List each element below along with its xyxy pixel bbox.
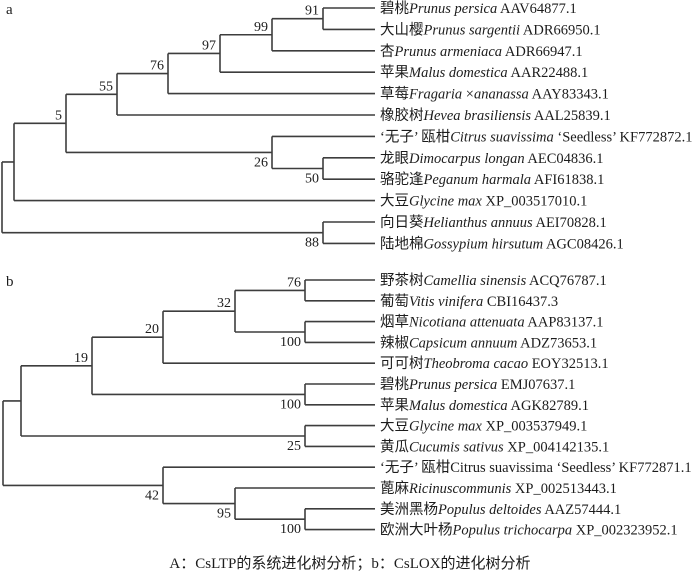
taxon-label: 葡萄Vitis vinifera CBI16437.3 [380, 293, 558, 310]
taxon-label: ‘无子’ 瓯柑Citrus suavissima ‘Seedless’ KF77… [380, 459, 692, 476]
bootstrap-value: 32 [217, 296, 231, 311]
taxon-label: 大豆Glycine max XP_003537949.1 [380, 418, 587, 435]
taxon-label: 苹果Malus domestica AAR22488.1 [380, 64, 588, 81]
taxon-label: 龙眼Dimocarpus longan AEC04836.1 [380, 150, 604, 167]
tree-canvas: 91 99 97 76 55 50 26 5 88 碧桃Prunus persica AAV648… [1, 0, 692, 539]
taxon-label: 欧洲大叶杨Populus trichocarpa XP_002323952.1 [380, 522, 678, 539]
taxon-label: 美洲黑杨Populus deltoides AAZ57444.1 [380, 501, 621, 518]
bootstrap-value: 100 [280, 522, 301, 537]
taxon-label: 碧桃Prunus persica EMJ07637.1 [380, 376, 575, 393]
bootstrap-value: 19 [74, 351, 88, 366]
bootstrap-value: 99 [254, 20, 268, 35]
bootstrap-value: 95 [217, 507, 231, 522]
taxon-label: 苹果Malus domestica AGK82789.1 [380, 397, 589, 414]
bootstrap-value: 76 [287, 275, 301, 290]
taxon-label: 骆驼逢Peganum harmala AFI61838.1 [380, 171, 604, 188]
bootstrap-value: 76 [150, 59, 164, 74]
bootstrap-value: 5 [55, 108, 62, 123]
taxon-label: 草莓Fragaria ×ananassa AAY83343.1 [380, 86, 609, 103]
taxon-label: 辣椒Capsicum annuum ADZ73653.1 [380, 334, 597, 351]
panel-label-b: b [6, 274, 14, 290]
bootstrap-value: 55 [99, 79, 113, 94]
bootstrap-value: 42 [145, 488, 159, 503]
taxon-label: 可可树Theobroma cacao EOY32513.1 [380, 355, 609, 372]
taxon-label: 黄瓜Cucumis sativus XP_004142135.1 [380, 438, 609, 455]
bootstrap-value: 88 [305, 236, 319, 251]
taxon-label: 烟草Nicotiana attenuata AAP83137.1 [380, 314, 604, 331]
bootstrap-value: 26 [254, 155, 268, 170]
taxon-label: 大山樱Prunus sargentii ADR66950.1 [380, 21, 601, 38]
taxon-label: 蓖麻Ricinuscommunis XP_002513443.1 [380, 480, 617, 497]
bootstrap-value: 20 [145, 322, 159, 337]
taxon-label: 陆地棉Gossypium hirsutum AGC08426.1 [380, 235, 624, 252]
bootstrap-value: 100 [280, 335, 301, 350]
taxon-label: 野茶树Camellia sinensis ACQ76787.1 [380, 272, 607, 289]
bootstrap-value: 91 [305, 4, 319, 19]
figure-caption: A：CsLTP的系统进化树分析；b：CsLOX的进化树分析 [169, 556, 531, 572]
taxon-label: 橡胶树Hevea brasiliensis AAL25839.1 [380, 107, 611, 124]
bootstrap-value: 50 [305, 172, 319, 187]
taxon-label: 大豆Glycine max XP_003517010.1 [380, 193, 587, 210]
bootstrap-value: 100 [280, 397, 301, 412]
tree-panel-a: 91 99 97 76 55 50 26 5 88 碧桃Prunus persica AAV648… [1, 0, 692, 252]
bootstrap-value: 97 [202, 38, 216, 53]
tree-panel-b: 76 100 32 20 100 19 25 100 95 42 野茶树Camellia sinen… [2, 272, 692, 539]
taxon-label: 碧桃Prunus persica AAV64877.1 [380, 0, 577, 17]
taxon-label: ‘无子’ 瓯柑Citrus suavissima ‘Seedless’ KF77… [380, 128, 692, 145]
panel-label-a: a [6, 2, 13, 18]
taxon-label: 向日葵Helianthus annuus AEI70828.1 [380, 214, 607, 231]
taxon-label: 杏Prunus armeniaca ADR66947.1 [380, 43, 583, 60]
bootstrap-value: 25 [287, 439, 301, 454]
